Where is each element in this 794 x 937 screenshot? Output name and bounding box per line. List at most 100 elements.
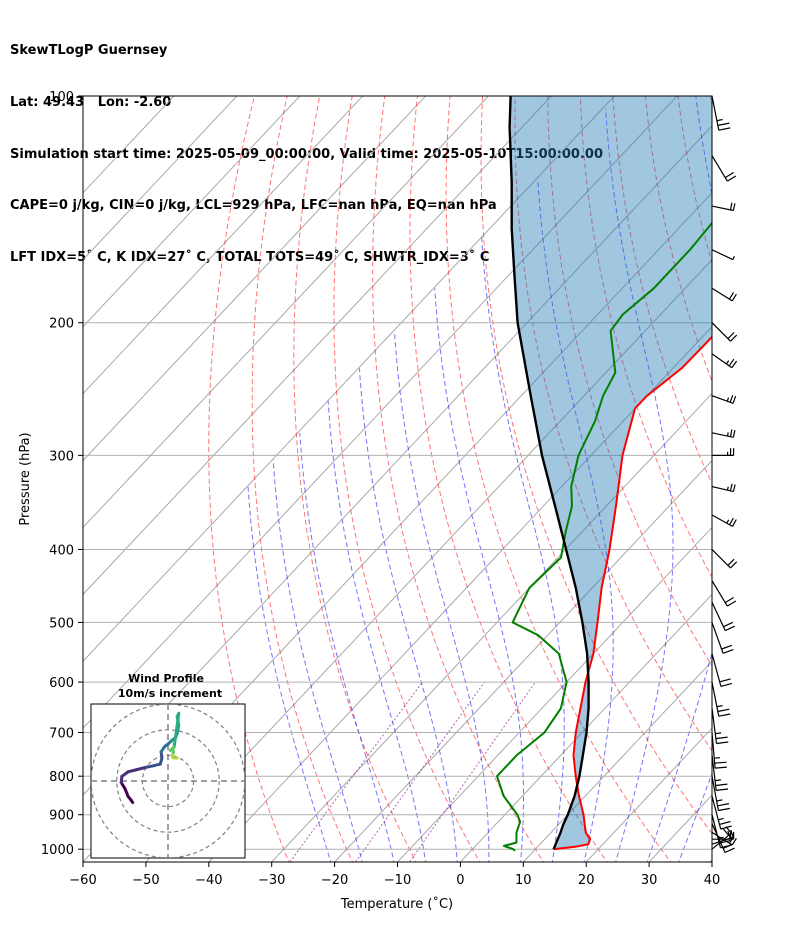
wind-barb-feather (720, 844, 732, 849)
wind-barb-staff (711, 205, 734, 212)
wind-barb-feather (732, 429, 736, 438)
wind-barb-feather (724, 171, 734, 179)
moist-adiabat (678, 772, 712, 862)
wind-barb (711, 287, 737, 302)
wind-barb-staff (711, 155, 728, 182)
y-tick-label: 1000 (41, 843, 74, 858)
dry-adiabat (208, 96, 290, 862)
dry-adiabat (251, 96, 354, 862)
wind-barb-feather (726, 600, 737, 607)
wind-barb-feather (729, 394, 734, 403)
hodograph-subtitle: 10m/s increment (118, 687, 222, 700)
x-tick-label: 20 (578, 873, 595, 888)
isotherm-line (83, 96, 301, 328)
wind-barb-staff (711, 836, 734, 845)
wind-barb-feather (719, 678, 731, 683)
title-line-location: Lat: 49.43 Lon: -2.60 (10, 95, 172, 111)
wind-barb-feather (718, 127, 731, 131)
title-line-indices-1: CAPE=0 j/kg, CIN=0 j/kg, LCL=929 hPa, LF… (10, 198, 497, 214)
isotherm-line (711, 861, 712, 862)
wind-barb (711, 429, 736, 438)
isotherm-line (333, 459, 712, 862)
wind-barb (711, 754, 729, 791)
wind-barb (711, 549, 738, 569)
cape-cin-shading (509, 96, 712, 850)
isotherm-line (83, 96, 490, 529)
wind-barb (711, 483, 736, 493)
isotherm-line (83, 96, 427, 462)
wind-barb-staff (711, 732, 716, 769)
wind-barb-feather (717, 122, 730, 126)
wind-barb-feather (726, 175, 737, 182)
title-line-times: Simulation start time: 2025-05-09_00:00:… (10, 146, 603, 162)
wind-barb-feather (716, 741, 729, 745)
y-tick-label: 400 (49, 543, 74, 558)
wind-barb-feather (729, 517, 734, 526)
hodograph-segment (135, 765, 148, 771)
wind-barb-staff (711, 580, 728, 607)
wind-barb-staff (711, 831, 733, 846)
chart-title-block: SkewTLogP Guernsey Lat: 49.43 Lon: -2.60… (10, 8, 603, 283)
wind-barb-feather (717, 708, 730, 713)
wind-barb-feather (726, 432, 729, 437)
wind-barb-feather (729, 202, 733, 211)
x-tick-label: −50 (132, 873, 159, 888)
wind-barb (711, 732, 727, 769)
dry-adiabat (710, 96, 712, 109)
x-tick-label: 30 (641, 873, 658, 888)
wind-barb (711, 353, 738, 369)
wind-barb (711, 95, 731, 131)
moist-adiabat (327, 400, 427, 862)
wind-barb (711, 155, 737, 182)
title-line-station: SkewTLogP Guernsey (10, 43, 168, 59)
wind-barb-feather (714, 761, 727, 764)
wind-barb (711, 322, 738, 342)
wind-barb-feather (732, 396, 737, 404)
wind-barb-staff (711, 432, 734, 438)
wind-barb-feather (716, 799, 723, 802)
moist-adiabat (299, 432, 395, 862)
moist-adiabat (605, 108, 674, 862)
wind-barb (711, 448, 735, 456)
wind-barb-staff (711, 322, 731, 342)
wind-barb-staff (711, 95, 720, 131)
wind-barb-feather (724, 596, 734, 604)
x-tick-label: 0 (456, 873, 464, 888)
wind-barb-feather (725, 360, 730, 365)
wind-barb-feather (716, 788, 729, 791)
wind-barb-feather (731, 293, 737, 302)
isotherm-line (459, 593, 712, 862)
mixing-ratio-line (354, 681, 485, 862)
dry-adiabat (579, 96, 712, 579)
wind-barb-feather (728, 358, 735, 367)
wind-barb (711, 249, 735, 261)
wind-barb-feather (718, 713, 731, 717)
wind-barb-staff (711, 653, 722, 687)
wind-barb-feather (715, 732, 722, 735)
wind-barb-feather (727, 332, 735, 340)
wind-barb (711, 681, 731, 717)
x-axis-ticks: −60 −50 −40 −30 −20 −10 0 10 20 30 40 (69, 862, 720, 888)
wind-barb-feather (715, 736, 728, 740)
moist-adiabat (394, 332, 490, 862)
wind-barb (711, 601, 735, 632)
y-tick-label: 300 (49, 449, 74, 464)
isotherm-line (585, 727, 712, 862)
wind-barb (711, 653, 733, 687)
wind-barb-feather (729, 483, 733, 492)
wind-barb-feather (716, 705, 723, 708)
dry-adiabat (773, 79, 794, 865)
mixing-ratio-line (289, 681, 423, 862)
y-axis-label: Pressure (hPa) (18, 432, 33, 525)
dry-adiabat (480, 96, 712, 835)
y-tick-label: 100 (49, 90, 74, 105)
wind-barb (711, 795, 732, 830)
isotherm-line (83, 96, 553, 596)
isotherm-line (83, 96, 678, 729)
moist-adiabat (537, 181, 614, 862)
wind-barb-feather (730, 334, 738, 342)
moist-adiabat (646, 96, 712, 862)
wind-barb-feather (715, 783, 728, 787)
wind-barb-staff (711, 601, 726, 631)
wind-barb-staff (711, 708, 718, 744)
